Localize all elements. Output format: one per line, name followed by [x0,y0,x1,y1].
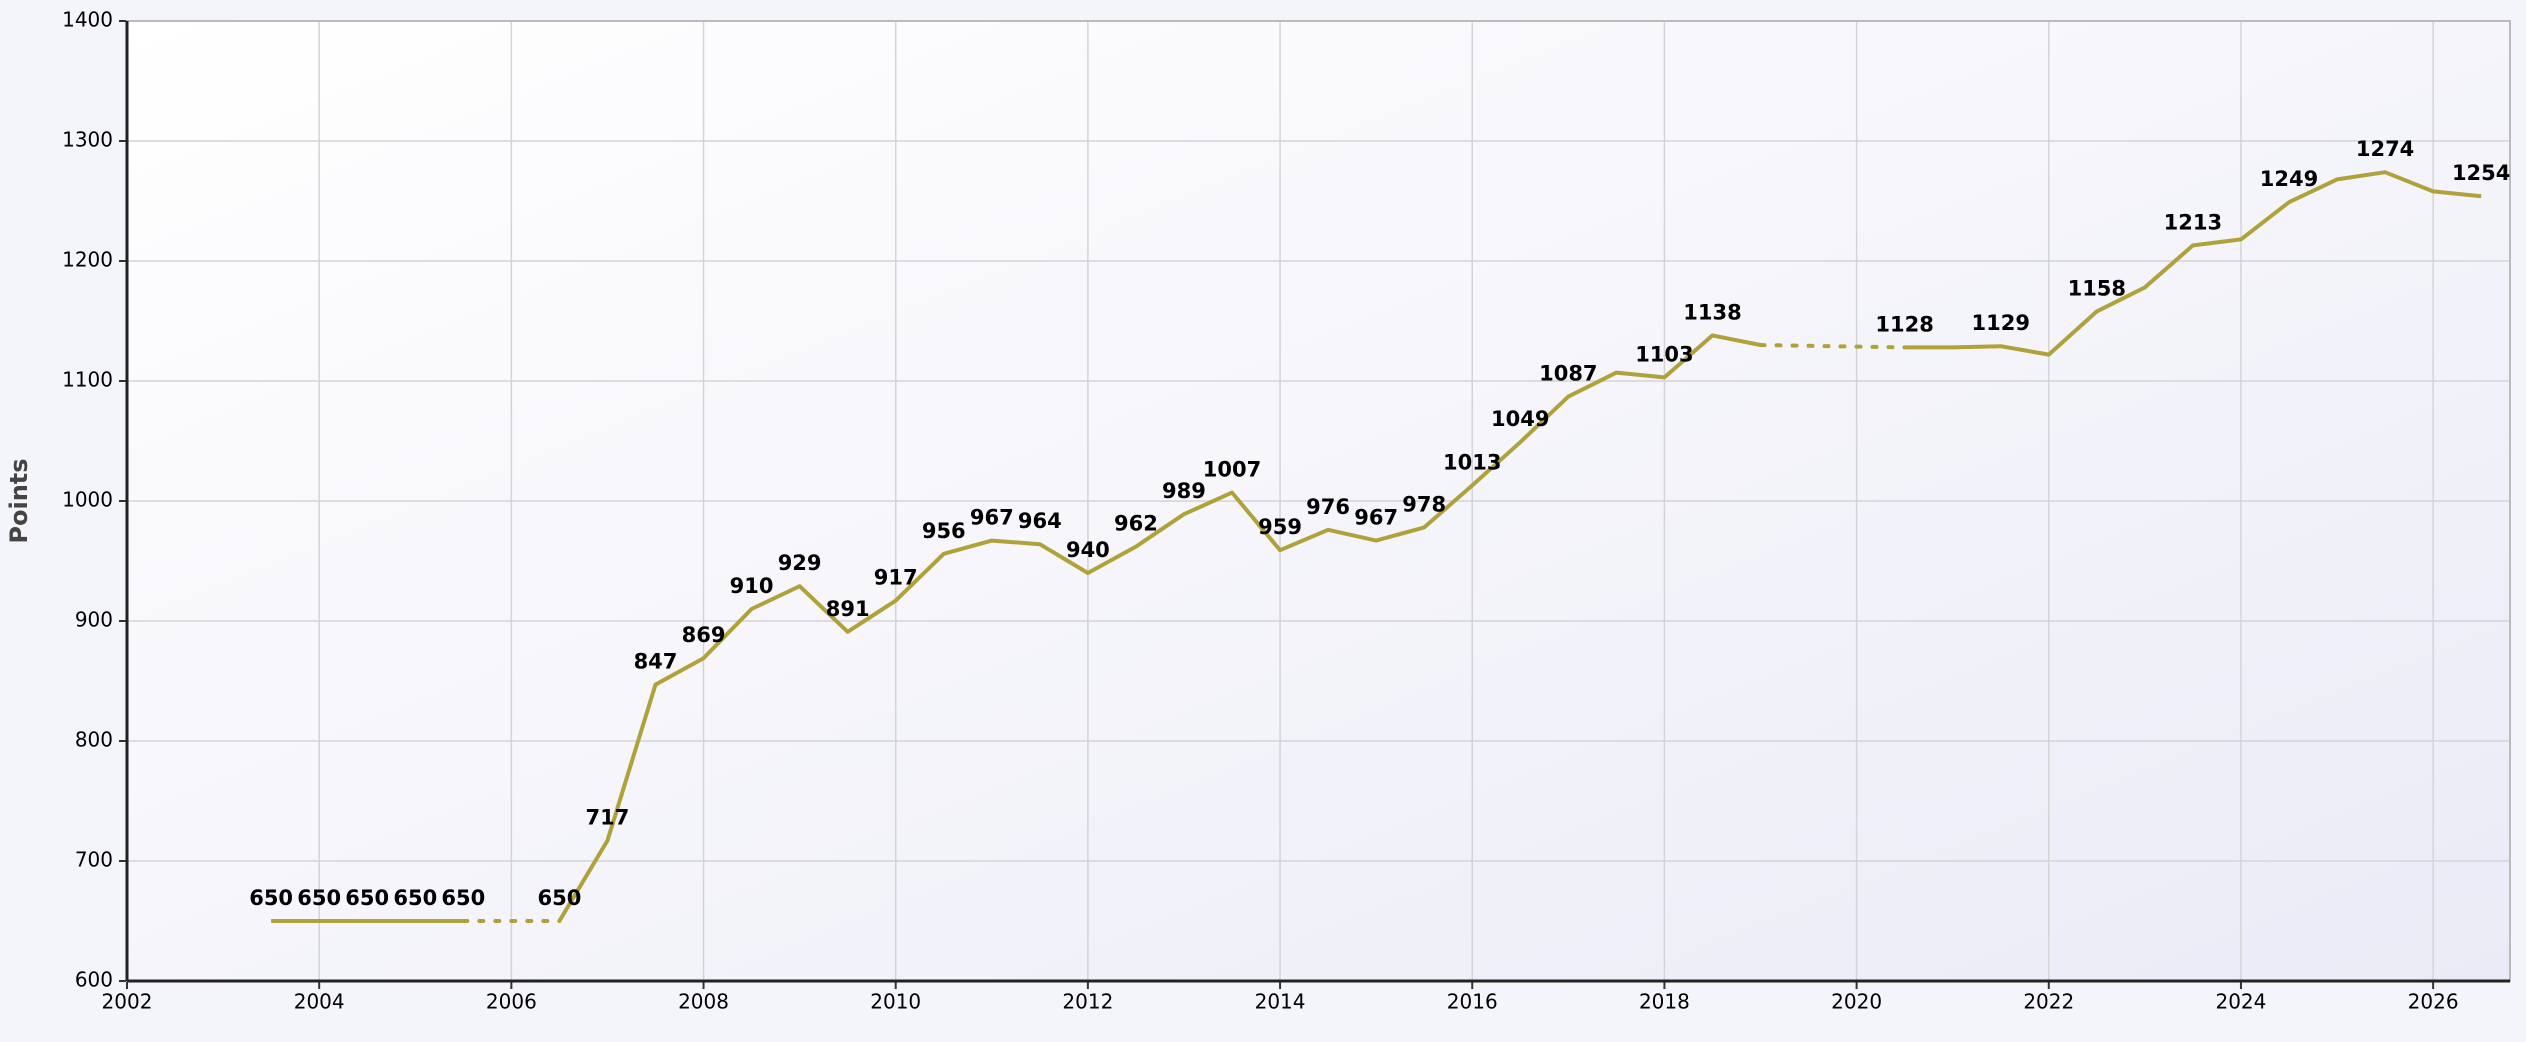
y-tick-label: 700 [75,848,113,872]
data-label: 650 [393,886,437,910]
data-label: 717 [586,806,630,830]
x-tick-label: 2010 [870,990,921,1014]
x-tick-label: 2004 [294,990,345,1014]
x-tick-label: 2012 [1062,990,1113,1014]
data-label: 650 [441,886,485,910]
data-label: 869 [682,623,726,647]
data-label: 891 [826,597,870,621]
data-label: 650 [537,886,581,910]
y-tick-label: 1200 [62,248,113,272]
data-label: 847 [634,650,678,674]
data-label: 967 [970,506,1014,530]
data-label: 956 [922,519,966,543]
data-label: 1013 [1443,450,1501,474]
data-label: 1274 [2356,137,2414,161]
x-tick-label: 2006 [486,990,537,1014]
data-label: 910 [730,574,774,598]
y-tick-label: 1100 [62,368,113,392]
y-tick-label: 1300 [62,128,113,152]
y-tick-label: 600 [75,968,113,992]
data-label: 1129 [1972,311,2030,335]
data-line [271,170,2482,923]
y-tick-label: 900 [75,608,113,632]
x-tick-label: 2014 [1255,990,1306,1014]
data-label: 962 [1114,512,1158,536]
data-label: 1213 [2164,210,2222,234]
data-label: 1049 [1491,407,1549,431]
x-tick-label: 2002 [102,990,153,1014]
y-tick-label: 1400 [62,8,113,32]
data-label: 1007 [1203,458,1261,482]
x-tick-label: 2026 [2408,990,2459,1014]
y-tick-label: 800 [75,728,113,752]
x-tick-label: 2024 [2215,990,2266,1014]
y-tick-label: 1000 [62,488,113,512]
x-tick-label: 2020 [1831,990,1882,1014]
x-tick-label: 2008 [678,990,729,1014]
data-label: 929 [778,551,822,575]
x-tick-label: 2018 [1639,990,1690,1014]
data-label: 1249 [2260,167,2318,191]
data-label: 978 [1402,492,1446,516]
data-label: 650 [297,886,341,910]
data-label: 1087 [1539,362,1597,386]
data-label: 1158 [2068,276,2126,300]
data-label: 967 [1354,506,1398,530]
data-label: 1103 [1635,342,1693,366]
data-label: 650 [249,886,293,910]
data-label: 940 [1066,538,1110,562]
data-label: 959 [1258,515,1302,539]
data-label: 964 [1018,509,1062,533]
y-axis-title: Points [5,458,33,543]
data-label: 1128 [1875,312,1933,336]
x-tick-label: 2022 [2023,990,2074,1014]
data-label: 976 [1306,495,1350,519]
x-tick-label: 2016 [1447,990,1498,1014]
data-label: 1138 [1683,300,1741,324]
data-label: 917 [874,566,918,590]
data-label: 989 [1162,479,1206,503]
data-label: 650 [345,886,389,910]
data-label: 1254 [2452,161,2510,185]
